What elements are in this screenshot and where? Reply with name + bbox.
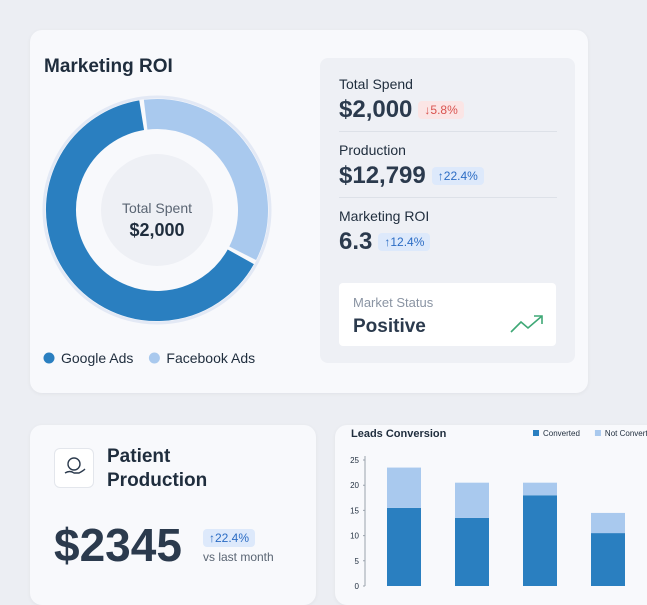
change-badge: ↑12.4% — [378, 233, 431, 251]
card-title: Marketing ROI — [44, 56, 173, 77]
legend-swatch — [533, 430, 539, 436]
status-box: Market Status Positive — [339, 283, 556, 346]
stat-item: Total Spend $2,000 ↓5.8% — [339, 76, 557, 132]
donut-inner — [101, 154, 213, 266]
y-tick-label: 15 — [350, 506, 359, 515]
stat-row: 6.3 ↑12.4% — [339, 228, 557, 256]
center-label: Total Spent — [122, 200, 192, 216]
stat-item: Production $12,799 ↑22.4% — [339, 142, 557, 198]
stat-label: Production — [339, 142, 406, 158]
stat-row: $12,799 ↑22.4% — [339, 162, 557, 190]
change-badge: ↑22.4% — [431, 167, 484, 185]
patient-note: vs last month — [203, 550, 274, 564]
legend-swatch — [148, 352, 160, 364]
bar-segment — [523, 482, 557, 496]
trend-icon — [510, 315, 543, 333]
legend-label: Converted — [543, 429, 580, 438]
stat-value: $12,799 — [339, 162, 426, 189]
stats-list: Total Spend $2,000 ↓5.8% Production $12,799 ↑… — [339, 76, 557, 258]
money-icon — [54, 448, 94, 488]
stat-row: $2,000 ↓5.8% — [339, 96, 557, 124]
patient-card: Patient Production $2345 ↑22.4% vs last … — [30, 425, 316, 605]
legend-swatch — [43, 352, 55, 364]
status-value: Positive — [353, 316, 426, 337]
patient-value: $2345 — [54, 519, 182, 571]
stat-label: Marketing ROI — [339, 208, 430, 224]
stat-item: Marketing ROI 6.3 ↑12.4% — [339, 208, 557, 258]
donut-chart: Total Spent $2,000 Google Ads Facebook Ads — [42, 95, 272, 366]
legend-label: Google Ads — [61, 350, 133, 366]
donut-slice — [143, 99, 268, 261]
bar-segment — [387, 467, 421, 508]
stat-value: $2,000 — [339, 96, 413, 123]
y-tick-label: 5 — [355, 557, 360, 566]
bar-chart: Leads Conversion Converted Not Converted 0 5… — [350, 428, 647, 591]
donut-outline — [42, 95, 272, 325]
center-value: $2,000 — [129, 220, 184, 240]
y-tick-label: 25 — [350, 456, 359, 465]
bar-segment — [387, 507, 421, 586]
legend-label: Not Converted — [605, 429, 647, 438]
chart-title: Leads Conversion — [351, 428, 447, 440]
bar-segment — [591, 512, 625, 534]
bar-segment — [523, 495, 557, 586]
bar-segment — [591, 533, 625, 586]
y-tick-label: 0 — [355, 582, 360, 591]
change-badge: ↑22.4% — [203, 529, 256, 547]
legend-label: Facebook Ads — [166, 350, 255, 366]
y-tick-label: 20 — [350, 481, 359, 490]
patient-change-wrap: ↑22.4% — [203, 529, 256, 547]
page: {"roi_card": {"title": "Marketing ROI", … — [30, 30, 647, 605]
bar-segment — [455, 482, 489, 518]
donut-slice — [46, 100, 254, 321]
bar-segment — [455, 517, 489, 586]
status-label: Market Status — [353, 295, 434, 310]
patient-title: Patient Production — [107, 446, 208, 491]
stat-label: Total Spend — [339, 76, 413, 92]
leads-card: Leads Conversion Converted Not Converted 0 5… — [335, 425, 647, 605]
y-tick-label: 10 — [350, 532, 359, 541]
stat-value: 6.3 — [339, 228, 373, 255]
change-badge: ↓5.8% — [418, 101, 464, 119]
legend-swatch — [594, 430, 601, 436]
